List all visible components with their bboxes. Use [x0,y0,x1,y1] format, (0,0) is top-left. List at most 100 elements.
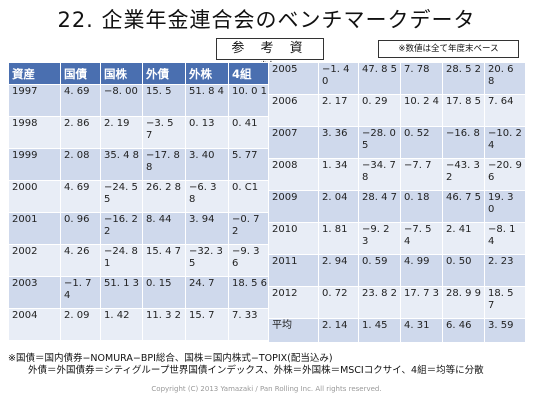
table-row: 2006 2. 17 0. 29 10. 2 4 17. 8 5 7. 64 [268,94,526,127]
value-cell: 0. 50 [442,254,485,287]
value-cell: 28. 9 9 [442,286,485,319]
value-cell: −8. 00 [100,84,143,117]
row-label-cell: 平均 [268,318,319,343]
row-label-cell: 2005 [268,62,319,95]
row-label-cell: 2009 [268,190,319,223]
value-cell: 0. 41 [228,116,271,149]
footnote-line-1: ※国債＝国内債券−NOMURA−BPI総合、国株＝国内株式−TOPIX(配当込み… [8,353,333,364]
value-cell: −43. 32 [442,158,485,191]
value-cell: 0. 15 [142,276,186,309]
header-domestic-bond: 国債 [60,62,101,85]
value-cell: −24. 55 [100,180,143,213]
value-cell: 3. 40 [185,148,229,181]
table-row: 2011 2. 94 0. 59 4. 99 0. 50 2. 23 [268,254,526,287]
row-label-cell: 2010 [268,222,319,255]
row-label-cell: 2000 [8,180,61,213]
header-four-asset: 4組 [228,62,271,85]
table-row: 2009 2. 04 28. 4 7 0. 18 46. 7 5 19. 3 0 [268,190,526,223]
value-cell: 15. 7 [185,308,229,341]
value-cell: −7. 7 [400,158,443,191]
value-cell: 7. 64 [484,94,526,127]
table-row: 1997 4. 69 −8. 00 15. 5 51. 8 4 10. 0 1 [8,84,271,117]
value-cell: 11. 3 2 [142,308,186,341]
value-cell: 17. 8 5 [442,94,485,127]
value-cell: 18. 5 7 [484,286,526,319]
table-row: 1999 2. 08 35. 4 8 −17. 88 3. 40 5. 77 [8,148,271,181]
value-cell: 0. 18 [400,190,443,223]
value-cell: 4. 69 [60,180,101,213]
value-cell: −24. 81 [100,244,143,277]
row-label-cell: 2012 [268,286,319,319]
row-label-cell: 2001 [8,212,61,245]
value-cell: 0. 59 [358,254,401,287]
value-cell: 0. C1 [228,180,271,213]
value-cell: 2. 94 [318,254,359,287]
footnote-line-2: 外債＝外国債券＝シティグループ世界国債インデックス、外株＝外国株＝MSCIコクサ… [28,365,484,376]
basis-note: ※数値は全て年度末ベース [378,40,519,58]
row-label-cell: 1999 [8,148,61,181]
header-foreign-bond: 外債 [142,62,186,85]
value-cell: −1. 4 0 [318,62,359,95]
table-row: 2001 0. 96 −16. 22 8. 44 3. 94 −0. 7 2 [8,212,271,245]
value-cell: 6. 46 [442,318,485,343]
value-cell: −20. 96 [484,158,526,191]
value-cell: 19. 3 0 [484,190,526,223]
value-cell: −10. 24 [484,126,526,159]
value-cell: 4. 69 [60,84,101,117]
value-cell: 15. 5 [142,84,186,117]
table-row: 2003 −1. 7 4 51. 1 3 0. 15 24. 7 18. 5 6 [8,276,271,309]
table-row: 2000 4. 69 −24. 55 26. 2 8 −6. 3 8 0. C1 [8,180,271,213]
row-label-cell: 2011 [268,254,319,287]
value-cell: 2. 19 [100,116,143,149]
header-asset: 資産 [8,62,61,85]
page-title: 22. 企業年金連合会のベンチマークデータ [57,8,476,32]
value-cell: 3. 94 [185,212,229,245]
footnote: ※国債＝国内債券−NOMURA−BPI総合、国株＝国内株式−TOPIX(配当込み… [8,353,525,377]
value-cell: −17. 88 [142,148,186,181]
row-label-cell: 1998 [8,116,61,149]
value-cell: 1. 34 [318,158,359,191]
value-cell: 8. 44 [142,212,186,245]
value-cell: 2. 41 [442,222,485,255]
value-cell: 5. 77 [228,148,271,181]
value-cell: −16. 8 [442,126,485,159]
table-row: 2008 1. 34 −34. 78 −7. 7 −43. 32 −20. 96 [268,158,526,191]
value-cell: 2. 23 [484,254,526,287]
benchmark-table-right: 2005 −1. 4 0 47. 8 5 7. 78 28. 5 2 20. 6 8 200… [268,62,526,343]
value-cell: 3. 36 [318,126,359,159]
row-label-cell: 2003 [8,276,61,309]
value-cell: 17. 7 3 [400,286,443,319]
value-cell: 7. 33 [228,308,271,341]
value-cell: −0. 7 2 [228,212,271,245]
value-cell: 0. 52 [400,126,443,159]
table-row: 2007 3. 36 −28. 05 0. 52 −16. 8 −10. 24 [268,126,526,159]
value-cell: −16. 22 [100,212,143,245]
header-domestic-stock: 国株 [100,62,143,85]
value-cell: 15. 4 7 [142,244,186,277]
value-cell: 3. 59 [484,318,526,343]
table-row: 2010 1. 81 −9. 2 3 −7. 5 4 2. 41 −8. 1 4 [268,222,526,255]
value-cell: 2. 14 [318,318,359,343]
value-cell: −9. 2 3 [358,222,401,255]
value-cell: 20. 6 8 [484,62,526,95]
value-cell: 1. 42 [100,308,143,341]
table-row: 1998 2. 86 2. 19 −3. 5 7 0. 13 0. 41 [8,116,271,149]
row-label-cell: 1997 [8,84,61,117]
header-foreign-stock: 外株 [185,62,229,85]
value-cell: 1. 45 [358,318,401,343]
value-cell: 10. 2 4 [400,94,443,127]
value-cell: −8. 1 4 [484,222,526,255]
row-label-cell: 2002 [8,244,61,277]
value-cell: 1. 81 [318,222,359,255]
value-cell: 23. 8 2 [358,286,401,319]
value-cell: 28. 5 2 [442,62,485,95]
value-cell: 7. 78 [400,62,443,95]
value-cell: 4. 31 [400,318,443,343]
table-row: 平均 2. 14 1. 45 4. 31 6. 46 3. 59 [268,318,526,343]
value-cell: 46. 7 5 [442,190,485,223]
value-cell: −28. 05 [358,126,401,159]
value-cell: 0. 96 [60,212,101,245]
value-cell: 2. 04 [318,190,359,223]
table-row: 2012 0. 72 23. 8 2 17. 7 3 28. 9 9 18. 5 7 [268,286,526,319]
value-cell: −1. 7 4 [60,276,101,309]
